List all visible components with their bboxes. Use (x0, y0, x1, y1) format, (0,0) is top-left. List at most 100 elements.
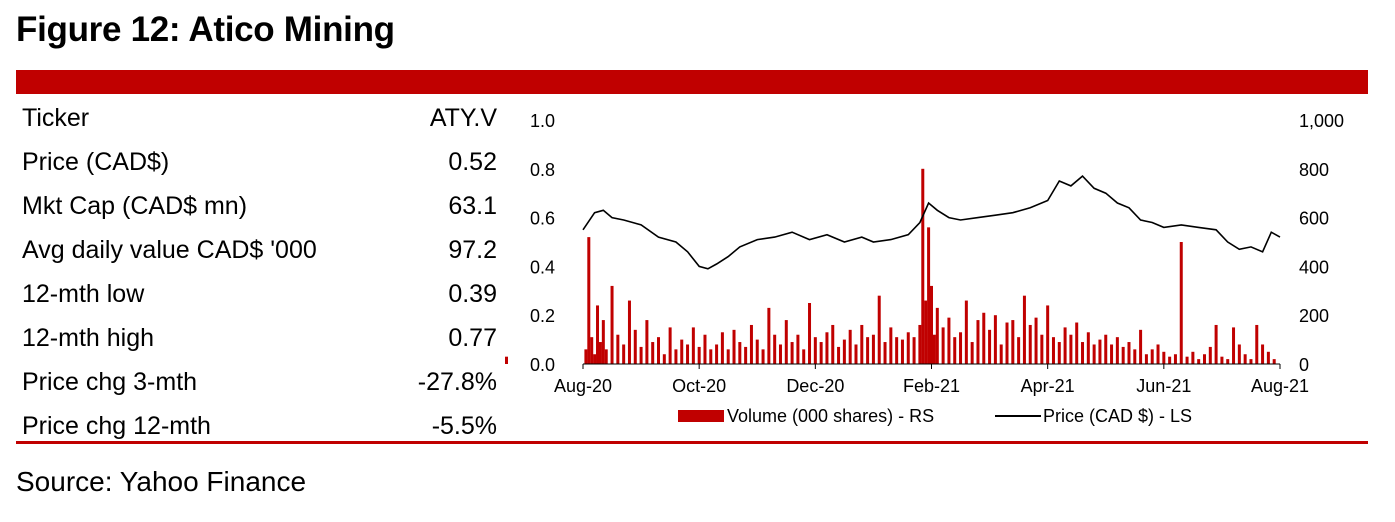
left-axis-tick-label: 0.0 (530, 355, 555, 375)
legend-price-label: Price (CAD $) - LS (1043, 406, 1192, 426)
volume-bar (831, 324, 835, 364)
volume-bar (900, 339, 904, 364)
volume-bar (1086, 332, 1090, 364)
volume-bar (784, 320, 788, 364)
volume-bar (709, 349, 713, 364)
volume-bar (1272, 359, 1276, 364)
volume-bar (726, 349, 730, 364)
stat-row: Price chg 3-mth -27.8% (16, 364, 503, 408)
stat-value: ATY.V (429, 104, 497, 132)
volume-bar (584, 349, 588, 364)
stat-label: Ticker (22, 104, 90, 132)
x-axis-tick-label: Jun-21 (1136, 376, 1191, 396)
volume-bar (1168, 356, 1172, 364)
volume-bar (596, 305, 600, 364)
x-axis-tick-label: Dec-20 (786, 376, 844, 396)
volume-bar (703, 334, 707, 364)
stat-value: 63.1 (448, 192, 497, 220)
volume-bar (767, 307, 771, 364)
x-axis-tick-label: Aug-21 (1251, 376, 1309, 396)
volume-bar (918, 324, 922, 364)
volume-bar (1133, 349, 1137, 364)
volume-bar (842, 339, 846, 364)
volume-bar (1063, 327, 1067, 364)
volume-bar (854, 344, 858, 364)
stat-value: -5.5% (431, 412, 497, 440)
stat-label: 12-mth low (22, 280, 145, 308)
volume-bar (921, 168, 925, 364)
volume-bar (674, 349, 678, 364)
volume-bar (906, 332, 910, 364)
volume-bar (883, 342, 887, 364)
volume-bar (860, 324, 864, 364)
legend-volume-swatch (678, 410, 724, 422)
volume-bar (1232, 327, 1236, 364)
volume-bar (796, 334, 800, 364)
right-axis-tick-label: 600 (1299, 209, 1329, 229)
volume-bar (970, 342, 974, 364)
volume-bar (616, 334, 620, 364)
volume-bar (697, 346, 701, 364)
x-axis-tick-label: Apr-21 (1021, 376, 1075, 396)
volume-bar (627, 300, 631, 364)
volume-bar (982, 312, 986, 364)
volume-bar (610, 285, 614, 364)
volume-bar (1214, 324, 1218, 364)
volume-bar (935, 307, 939, 364)
volume-bar (1081, 342, 1085, 364)
volume-bar (941, 327, 945, 364)
volume-bar (976, 320, 980, 364)
volume-bar (749, 324, 753, 364)
volume-bar (895, 337, 899, 364)
volume-bar (1179, 242, 1183, 364)
stat-row: Avg daily value CAD$ '000 97.2 (16, 232, 503, 276)
volume-bar (732, 329, 736, 364)
volume-bar (662, 354, 666, 364)
figure-title: Figure 12: Atico Mining (16, 10, 395, 49)
stat-value: -27.8% (417, 368, 497, 396)
volume-bar (1249, 359, 1253, 364)
stat-value: 97.2 (448, 236, 497, 264)
volume-bar (964, 300, 968, 364)
volume-bar (927, 227, 931, 364)
volume-bar (988, 329, 992, 364)
volume-bar (773, 334, 777, 364)
volume-bar (657, 337, 661, 364)
volume-bar (1022, 295, 1026, 364)
right-axis-tick-label: 400 (1299, 257, 1329, 277)
volume-bar (1266, 351, 1270, 364)
volume-bar (912, 337, 916, 364)
volume-bar (604, 349, 608, 364)
volume-bar (1104, 334, 1108, 364)
right-axis-tick-label: 0 (1299, 355, 1309, 375)
stat-label: Avg daily value CAD$ '000 (22, 236, 317, 264)
volume-bar (651, 342, 655, 364)
volume-bar (790, 342, 794, 364)
volume-bar (1173, 354, 1177, 364)
stat-label: Mkt Cap (CAD$ mn) (22, 192, 248, 220)
volume-bar (802, 349, 806, 364)
right-axis-tick-label: 200 (1299, 306, 1329, 326)
bottom-rule (16, 441, 1368, 444)
stat-label: 12-mth high (22, 324, 155, 352)
stat-value: 0.77 (448, 324, 497, 352)
volume-bar (601, 320, 605, 364)
stat-value: 0.39 (448, 280, 497, 308)
volume-bar (505, 356, 508, 364)
volume-bar (877, 295, 881, 364)
price-volume-chart: 0.0 0.2 0.4 0.6 0.8 1.0 0 200 400 600 800 1,000 Aug-… (505, 100, 1375, 440)
volume-bar (1220, 356, 1224, 364)
stats-table: Ticker ATY.V Price (CAD$) 0.52 Mkt Cap (… (16, 100, 503, 452)
volume-bar (1075, 322, 1079, 364)
volume-bar (1115, 337, 1119, 364)
volume-bar (813, 337, 817, 364)
volume-bar (1144, 354, 1148, 364)
volume-bar (1121, 346, 1125, 364)
volume-bar (930, 285, 933, 364)
x-axis-tick-label: Aug-20 (554, 376, 612, 396)
volume-bar (633, 329, 637, 364)
volume-bar (1162, 351, 1166, 364)
left-axis-tick-label: 0.4 (530, 257, 555, 277)
stat-value: 0.52 (448, 148, 497, 176)
volume-bar (1202, 354, 1206, 364)
